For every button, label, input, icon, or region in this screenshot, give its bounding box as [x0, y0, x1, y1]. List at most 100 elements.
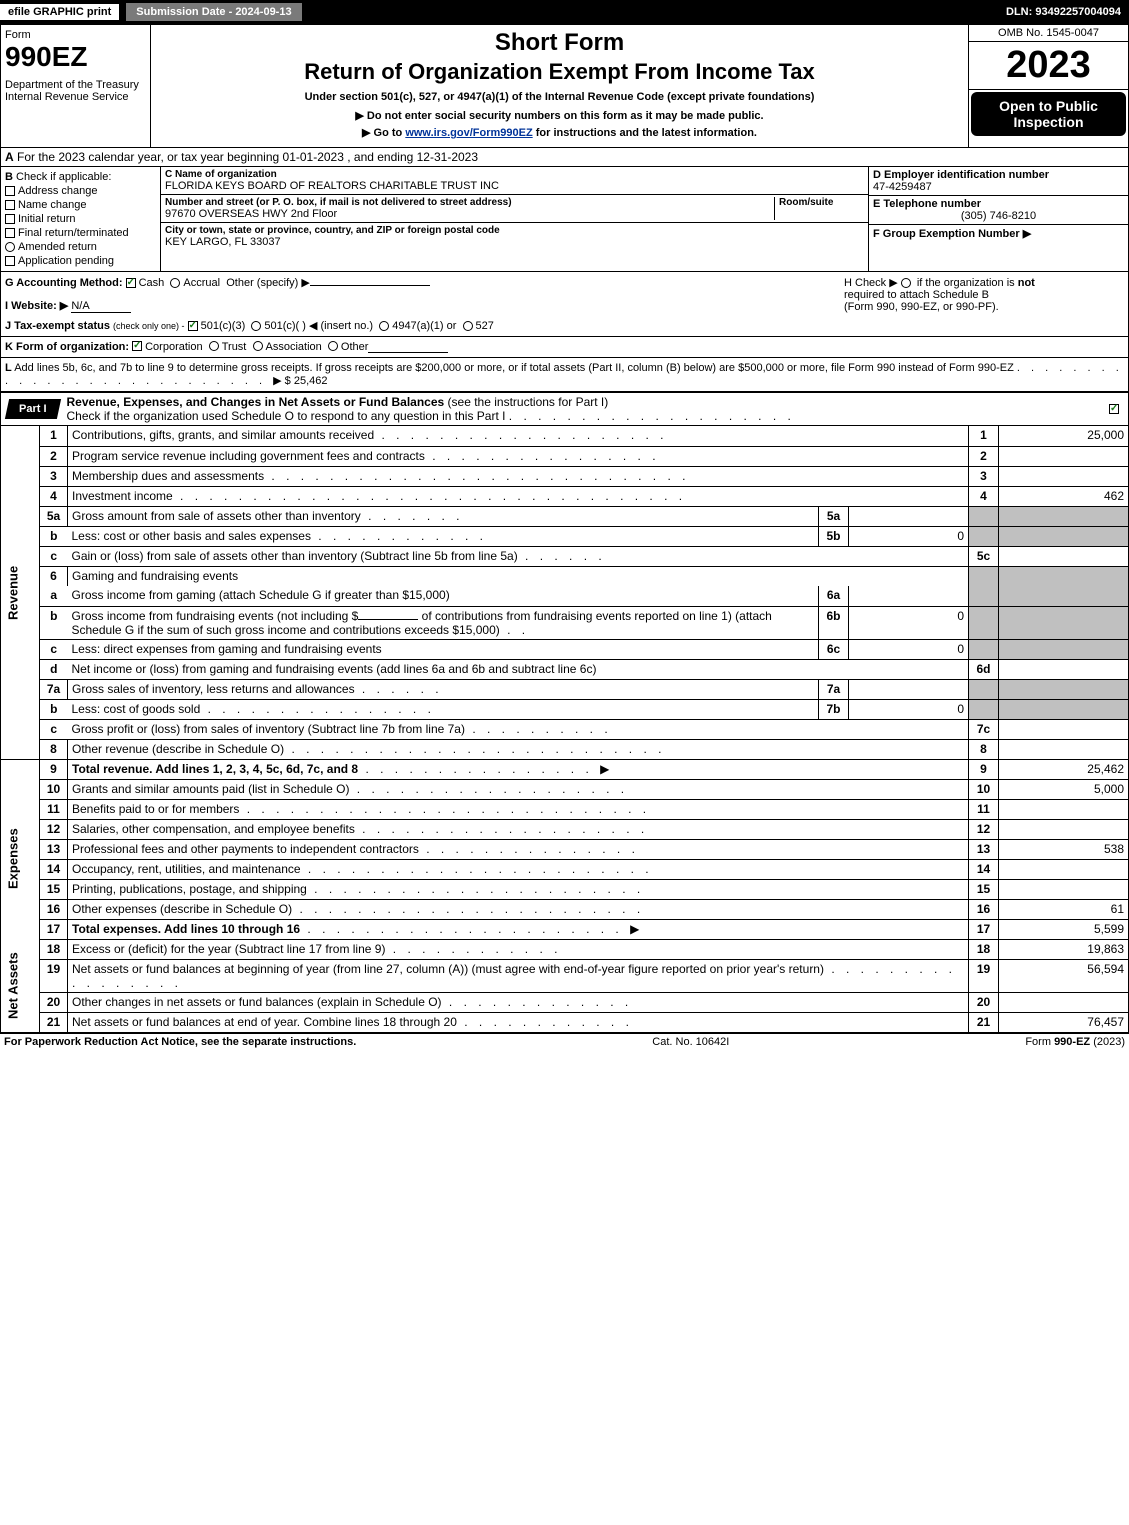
line-3-num: 3 — [40, 466, 68, 486]
other-specify-input[interactable] — [310, 285, 430, 286]
opt-4947: 4947(a)(1) or — [392, 320, 456, 332]
section-h-text3: required to attach Schedule B — [844, 289, 989, 301]
phone-value: (305) 746-8210 — [873, 210, 1124, 222]
line-6a-num: a — [40, 586, 68, 606]
header-center: Short Form Return of Organization Exempt… — [151, 25, 968, 147]
line-2-value — [999, 446, 1129, 466]
line-18-desc: Excess or (deficit) for the year (Subtra… — [72, 942, 385, 956]
ein-value: 47-4259487 — [873, 181, 932, 193]
section-a-label: A — [5, 150, 14, 164]
opt-name-change: Name change — [18, 199, 87, 211]
line-14-boxn: 14 — [969, 859, 999, 879]
section-l-label: L — [5, 362, 12, 374]
checkbox-application-pending[interactable] — [5, 256, 15, 266]
line-20-boxn: 20 — [969, 992, 999, 1012]
opt-527: 527 — [476, 320, 494, 332]
opt-501c3: 501(c)(3) — [201, 320, 246, 332]
radio-other-org[interactable] — [328, 341, 338, 351]
radio-amended-return[interactable] — [5, 242, 15, 252]
radio-association[interactable] — [253, 341, 263, 351]
line-15-boxn: 15 — [969, 879, 999, 899]
line-4-value: 462 — [999, 486, 1129, 506]
radio-501c[interactable] — [251, 321, 261, 331]
tax-year: 2023 — [969, 42, 1128, 90]
line-21-num: 21 — [40, 1012, 68, 1032]
line-15-desc: Printing, publications, postage, and shi… — [72, 882, 307, 896]
line-5b-num: b — [40, 526, 68, 546]
checkbox-schedule-o[interactable] — [1109, 404, 1119, 414]
department-label: Department of the Treasury Internal Reve… — [5, 79, 146, 103]
side-label-expenses: Expenses — [1, 779, 40, 939]
line-11-desc: Benefits paid to or for members — [72, 802, 239, 816]
website-value: N/A — [71, 300, 131, 313]
line-6d-value — [999, 659, 1129, 679]
form-subtitle-2: ▶ Do not enter social security numbers o… — [159, 109, 960, 122]
checkbox-501c3[interactable] — [188, 321, 198, 331]
line-16-num: 16 — [40, 899, 68, 919]
section-b-heading: Check if applicable: — [16, 171, 111, 183]
radio-4947[interactable] — [379, 321, 389, 331]
ein-label: D Employer identification number — [873, 169, 1049, 181]
sub3-prefix: ▶ Go to — [362, 127, 405, 139]
line-7c-value — [999, 719, 1129, 739]
footer-right-suffix: (2023) — [1090, 1036, 1125, 1048]
radio-527[interactable] — [463, 321, 473, 331]
line-6b-amount-input[interactable] — [358, 619, 418, 620]
radio-schedule-b[interactable] — [901, 278, 911, 288]
section-l: L Add lines 5b, 6c, and 7b to line 9 to … — [0, 358, 1129, 392]
line-7a-miniv — [849, 679, 969, 699]
line-5a-desc: Gross amount from sale of assets other t… — [72, 509, 361, 523]
checkbox-corporation[interactable] — [132, 341, 142, 351]
line-11-value — [999, 799, 1129, 819]
line-18-num: 18 — [40, 939, 68, 959]
line-6a-desc: Gross income from gaming (attach Schedul… — [68, 586, 819, 606]
line-5c-num: c — [40, 546, 68, 566]
checkbox-cash[interactable] — [126, 278, 136, 288]
shade-6b — [969, 606, 999, 639]
header-right: OMB No. 1545-0047 2023 Open to Public In… — [968, 25, 1128, 147]
line-7c-boxn: 7c — [969, 719, 999, 739]
section-k: K Form of organization: Corporation Trus… — [0, 337, 1129, 358]
line-2-desc: Program service revenue including govern… — [72, 449, 425, 463]
line-7a-minin: 7a — [819, 679, 849, 699]
line-8-value — [999, 739, 1129, 759]
line-19-boxn: 19 — [969, 959, 999, 992]
phone-label: E Telephone number — [873, 198, 981, 210]
radio-accrual[interactable] — [170, 278, 180, 288]
short-form-title: Short Form — [159, 29, 960, 57]
line-14-desc: Occupancy, rent, utilities, and maintena… — [72, 862, 301, 876]
checkbox-address-change[interactable] — [5, 186, 15, 196]
line-8-desc: Other revenue (describe in Schedule O) — [72, 742, 284, 756]
opt-address-change: Address change — [18, 185, 98, 197]
line-7c-num: c — [40, 719, 68, 739]
checkbox-initial-return[interactable] — [5, 214, 15, 224]
efile-print-button[interactable]: efile GRAPHIC print — [0, 4, 119, 20]
section-d-e-f: D Employer identification number 47-4259… — [868, 167, 1128, 271]
city-label: City or town, state or province, country… — [165, 225, 864, 236]
section-b-label: B — [5, 171, 13, 183]
other-org-input[interactable] — [368, 341, 448, 353]
omb-number: OMB No. 1545-0047 — [969, 25, 1128, 42]
radio-trust[interactable] — [209, 341, 219, 351]
opt-association: Association — [266, 341, 322, 353]
submission-date: Submission Date - 2024-09-13 — [125, 2, 302, 22]
opt-trust: Trust — [222, 341, 247, 353]
form-subtitle-3: ▶ Go to www.irs.gov/Form990EZ for instru… — [159, 126, 960, 139]
line-5c-boxn: 5c — [969, 546, 999, 566]
shade-6c — [969, 639, 999, 659]
line-5c-desc: Gain or (loss) from sale of assets other… — [72, 549, 518, 563]
line-1-num: 1 — [40, 426, 68, 446]
line-6a-miniv — [849, 586, 969, 606]
line-16-desc: Other expenses (describe in Schedule O) — [72, 902, 292, 916]
group-exemption-label: F Group Exemption Number ▶ — [873, 228, 1031, 240]
checkbox-final-return[interactable] — [5, 228, 15, 238]
line-7b-num: b — [40, 699, 68, 719]
irs-link[interactable]: www.irs.gov/Form990EZ — [405, 127, 532, 139]
part-1-table: Revenue 1 Contributions, gifts, grants, … — [0, 426, 1129, 1033]
line-6b-desc1: Gross income from fundraising events (no… — [72, 609, 359, 623]
line-5a-miniv — [849, 506, 969, 526]
section-h-text4: (Form 990, 990-EZ, or 990-PF). — [844, 301, 999, 313]
checkbox-name-change[interactable] — [5, 200, 15, 210]
opt-corporation: Corporation — [145, 341, 202, 353]
shade-7b-v — [999, 699, 1129, 719]
